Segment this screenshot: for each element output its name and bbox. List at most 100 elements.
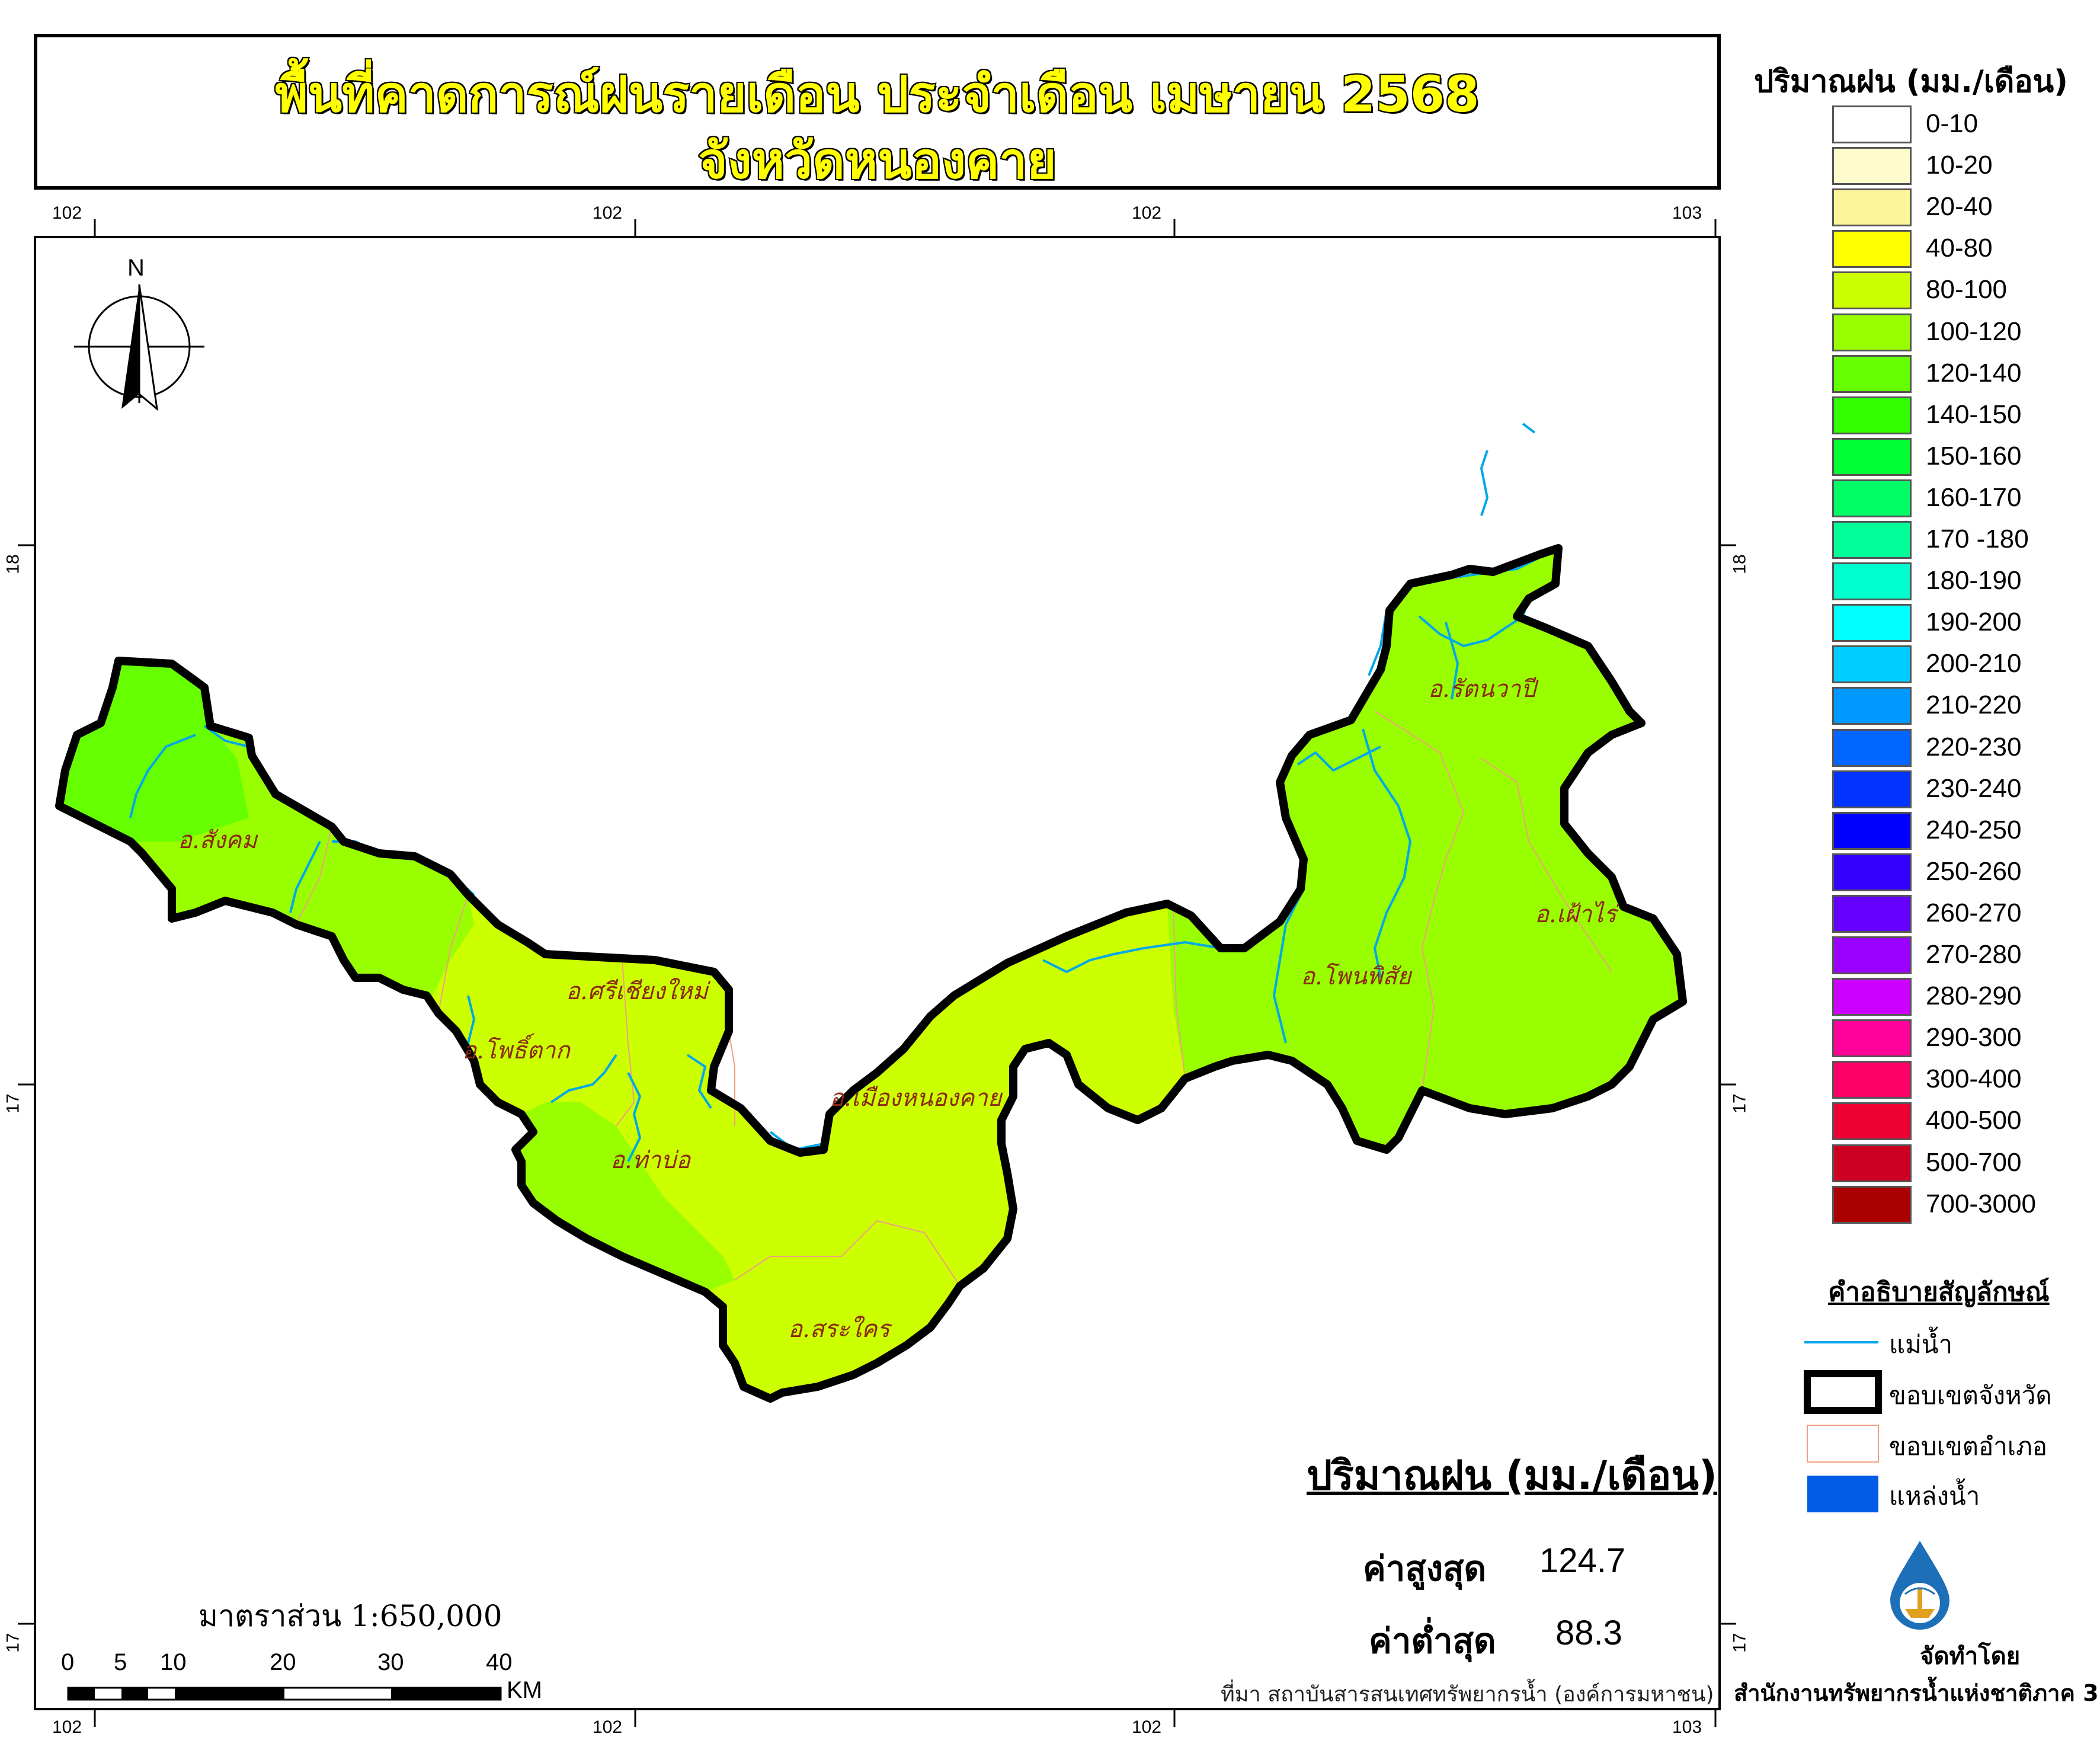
symbol-label-water-body: แหล่งน้ำ	[1889, 1482, 1980, 1511]
stat-min-label: ค่าต่ำสุด	[1369, 1621, 1496, 1661]
legend-label: 500-700	[1926, 1147, 2022, 1177]
legend-swatch	[1832, 479, 1912, 517]
legend-swatch	[1832, 230, 1912, 268]
legend-swatch	[1832, 147, 1912, 185]
legend-label: 400-500	[1926, 1106, 2022, 1135]
legend-label: 160-170	[1926, 482, 2022, 512]
legend-label: 180-190	[1926, 566, 2022, 596]
symbol-label-province-boundary: ขอบเขตจังหวัด	[1889, 1381, 2052, 1410]
district-label-phon-phisai: อ.โพนพิสัย	[1301, 963, 1411, 990]
legend-label: 700-3000	[1926, 1189, 2036, 1218]
stat-max-label: ค่าสูงสุด	[1363, 1549, 1487, 1589]
legend-swatch	[1832, 562, 1912, 601]
symbol-swatches	[1804, 1341, 1882, 1512]
symbol-label-district-boundary: ขอบเขตอำเภอ	[1889, 1432, 2048, 1461]
legend-label: 40-80	[1926, 233, 1993, 263]
legend-label: 150-160	[1926, 441, 2022, 471]
scale-bar	[67, 1687, 502, 1701]
legend-swatch	[1832, 770, 1912, 808]
legend-swatch	[1832, 853, 1912, 891]
office-name: สำนักงานทรัพยากรน้ำแห่งชาติภาค 3	[1734, 1680, 2099, 1706]
legend-label: 10-20	[1926, 151, 1993, 180]
province-boundary	[55, 544, 1687, 1403]
district-label-sri-chiang-mai: อ.ศรีเชียงใหม่	[566, 978, 708, 1005]
legend-label: 140-150	[1926, 399, 2022, 429]
legend-label: 230-240	[1926, 773, 2022, 803]
coord-bottom-2: 102	[593, 1717, 623, 1737]
legend-label: 0-10	[1926, 109, 1979, 138]
scale-tick-5: 5	[114, 1649, 127, 1675]
map-subtitle: จังหวัดหนองคาย	[697, 130, 1057, 191]
rain-zone-west-dark	[59, 661, 249, 842]
district-label-rattanawapi: อ.รัตนวาปี	[1428, 676, 1536, 703]
made-by-label: จัดทำโดย	[1920, 1643, 2021, 1670]
legend-swatch	[1832, 105, 1912, 143]
stat-min-value: 88.3	[1555, 1614, 1622, 1652]
scale-unit: KM	[507, 1677, 542, 1703]
legend-swatch	[1832, 811, 1912, 850]
map-frame	[34, 236, 1721, 1710]
legend-swatch	[1832, 978, 1912, 1016]
coord-top-1: 102	[52, 203, 82, 223]
legend-label: 120-140	[1926, 358, 2022, 388]
legend-label: 240-250	[1926, 815, 2022, 844]
legend-swatch	[1832, 271, 1912, 310]
legend-swatch	[1832, 437, 1912, 476]
district-label-sakhrai: อ.สระใคร	[788, 1316, 890, 1343]
coord-bottom-1: 102	[52, 1717, 82, 1737]
legend-label: 100-120	[1926, 316, 2022, 346]
legend-label: 250-260	[1926, 856, 2022, 886]
legend-swatch	[1832, 521, 1912, 559]
symbol-label-river: แม่น้ำ	[1889, 1330, 1953, 1359]
coord-bottom-4: 103	[1672, 1717, 1702, 1737]
map-title: พื้นที่คาดการณ์ฝนรายเดือน ประจำเดือน เมษ…	[274, 64, 1480, 124]
legend-label: 220-230	[1926, 732, 2022, 762]
legend-swatch	[1832, 604, 1912, 642]
scale-text: มาตราส่วน 1:650,000	[199, 1599, 502, 1633]
legend-swatch	[1832, 1144, 1912, 1182]
district-label-mueang-nong-khai: อ.เมืองหนองคาย	[830, 1084, 1002, 1112]
north-arrow-icon	[74, 284, 204, 411]
title-box: พื้นที่คาดการณ์ฝนรายเดือน ประจำเดือน เมษ…	[34, 34, 1721, 191]
legend-label: 270-280	[1926, 940, 2022, 969]
legend-swatch	[1832, 894, 1912, 933]
stat-max-value: 124.7	[1539, 1541, 1626, 1580]
frame-ticks	[18, 219, 1736, 1727]
legend-swatch	[1832, 188, 1912, 227]
legend-label: 290-300	[1926, 1023, 2022, 1052]
legend-swatch	[1832, 1102, 1912, 1141]
legend-label: 280-290	[1926, 981, 2022, 1011]
legend-swatch	[1832, 936, 1912, 974]
district-label-sangkhom: อ.สังคม	[178, 827, 257, 854]
legend-title: ปริมาณฝน (มม./เดือน)	[1754, 64, 2068, 100]
legend-swatch	[1832, 1185, 1912, 1224]
legend-swatch	[1832, 687, 1912, 725]
scale-tick-0: 0	[61, 1649, 75, 1675]
legend-label: 260-270	[1926, 898, 2022, 927]
legend-swatch	[1832, 354, 1912, 393]
legend-swatch	[1832, 1061, 1912, 1099]
legend-label: 200-210	[1926, 649, 2022, 679]
coord-top-3: 102	[1132, 203, 1162, 223]
rain-zone-east	[1167, 548, 1683, 1150]
legend-label: 300-400	[1926, 1064, 2022, 1094]
coord-top-4: 103	[1672, 203, 1702, 223]
legend-swatch	[1832, 728, 1912, 767]
district-label-tha-bo: อ.ท่าบ่อ	[610, 1147, 690, 1174]
legend-swatch	[1832, 313, 1912, 351]
scale-tick-30: 30	[377, 1649, 404, 1675]
legend-swatch	[1832, 396, 1912, 434]
legend-label: 170 -180	[1926, 524, 2029, 554]
coord-top-2: 102	[593, 203, 623, 223]
legend-label: 210-220	[1926, 690, 2022, 720]
legend-label: 20-40	[1926, 192, 1993, 222]
district-label-fao-rai: อ.เฝ้าไร่	[1535, 901, 1616, 928]
office-logo-icon	[1890, 1541, 1949, 1630]
scale-tick-40: 40	[486, 1649, 513, 1675]
scale-tick-10: 10	[160, 1649, 187, 1675]
legend-swatch	[1832, 645, 1912, 684]
rain-zone-tabo	[516, 1102, 735, 1292]
scale-tick-20: 20	[270, 1649, 296, 1675]
stats-title: ปริมาณฝน (มม./เดือน)	[1307, 1453, 1717, 1499]
